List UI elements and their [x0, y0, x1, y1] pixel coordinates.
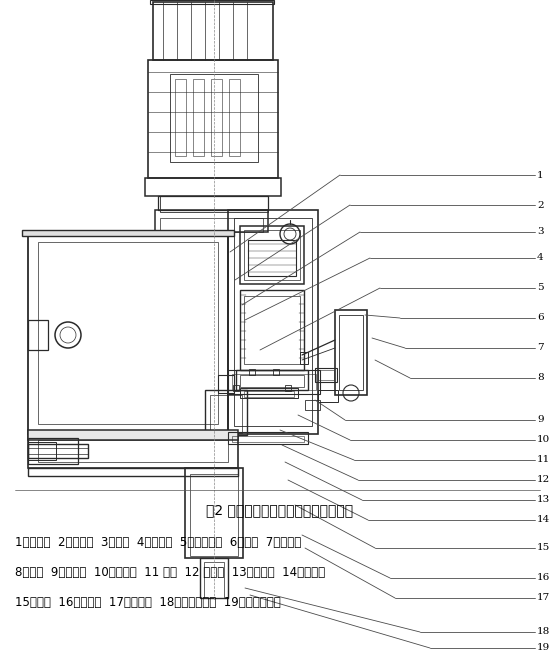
Text: 图2 单级减速立式直联型双轴型结构图: 图2 单级减速立式直联型双轴型结构图: [207, 503, 353, 517]
Bar: [228, 370, 320, 394]
Text: 13: 13: [537, 496, 550, 504]
Text: 15: 15: [537, 543, 550, 553]
Bar: [228, 210, 318, 434]
Text: 1．输出轴  2．紧固环  3．压盖  4．示油器  5．立式机座  6．油泵  7．输入轴: 1．输出轴 2．紧固环 3．压盖 4．示油器 5．立式机座 6．油泵 7．输入轴: [15, 535, 301, 549]
Bar: [229, 79, 240, 156]
Text: 2: 2: [537, 201, 544, 209]
Bar: [244, 296, 300, 364]
Bar: [28, 320, 48, 350]
Bar: [175, 79, 186, 156]
Bar: [185, 468, 243, 558]
Bar: [236, 370, 308, 390]
Bar: [233, 385, 239, 391]
Text: 15．端盖  16．风扇叶  17．风扇罩  18．入轴紧固环  19．直联电动机: 15．端盖 16．风扇叶 17．风扇罩 18．入轴紧固环 19．直联电动机: [15, 595, 281, 609]
Bar: [150, 0, 274, 4]
Bar: [28, 444, 88, 458]
Bar: [240, 290, 304, 370]
Text: 8．销轴  9．摆线轮  10．间隔环  11 销套  12 针齿套  13．针齿壳  14．针齿销: 8．销轴 9．摆线轮 10．间隔环 11 销套 12 针齿套 13．针齿壳 14…: [15, 565, 325, 579]
Text: 7: 7: [537, 343, 544, 353]
Bar: [193, 79, 204, 156]
Bar: [339, 315, 363, 390]
Bar: [318, 390, 338, 402]
Bar: [145, 178, 281, 196]
Text: 14: 14: [537, 516, 550, 524]
Bar: [158, 196, 268, 210]
Bar: [232, 436, 304, 442]
Bar: [244, 230, 300, 280]
Bar: [38, 440, 228, 462]
Bar: [22, 230, 234, 236]
Bar: [160, 196, 268, 212]
Bar: [210, 395, 242, 433]
Text: 9: 9: [537, 415, 544, 425]
Bar: [240, 226, 304, 284]
Text: 11: 11: [537, 456, 550, 464]
Bar: [218, 375, 234, 393]
Text: 10: 10: [537, 436, 550, 444]
Bar: [190, 474, 238, 556]
Text: 19: 19: [537, 644, 550, 652]
Bar: [155, 210, 268, 232]
Bar: [240, 375, 304, 387]
Text: 16: 16: [537, 573, 550, 583]
Bar: [28, 438, 78, 464]
Bar: [28, 448, 88, 454]
Bar: [300, 352, 308, 364]
Text: 3: 3: [537, 227, 544, 237]
Bar: [249, 369, 255, 375]
Bar: [211, 79, 222, 156]
Bar: [160, 218, 263, 232]
Bar: [273, 369, 279, 375]
Bar: [148, 60, 278, 178]
Bar: [28, 434, 238, 468]
Text: 4: 4: [537, 254, 544, 262]
Text: 6: 6: [537, 314, 544, 322]
Bar: [28, 442, 56, 460]
Bar: [28, 430, 238, 440]
Bar: [204, 562, 224, 598]
Bar: [285, 385, 291, 391]
Bar: [170, 74, 258, 162]
Bar: [315, 368, 337, 382]
Bar: [28, 232, 228, 434]
Text: 12: 12: [537, 476, 550, 484]
Bar: [200, 558, 228, 598]
Bar: [228, 432, 308, 444]
Bar: [240, 388, 298, 398]
Text: 8: 8: [537, 373, 544, 383]
Bar: [205, 390, 247, 435]
Text: 1: 1: [537, 171, 544, 179]
Bar: [28, 468, 238, 476]
Bar: [232, 374, 316, 390]
Bar: [248, 240, 296, 276]
Bar: [38, 242, 218, 424]
Bar: [305, 400, 320, 410]
Bar: [244, 391, 294, 397]
Bar: [153, 2, 273, 60]
Text: 5: 5: [537, 284, 544, 292]
Bar: [318, 370, 334, 380]
Text: 18: 18: [537, 628, 550, 636]
Text: 17: 17: [537, 593, 550, 603]
Bar: [335, 310, 367, 395]
Bar: [234, 218, 312, 426]
